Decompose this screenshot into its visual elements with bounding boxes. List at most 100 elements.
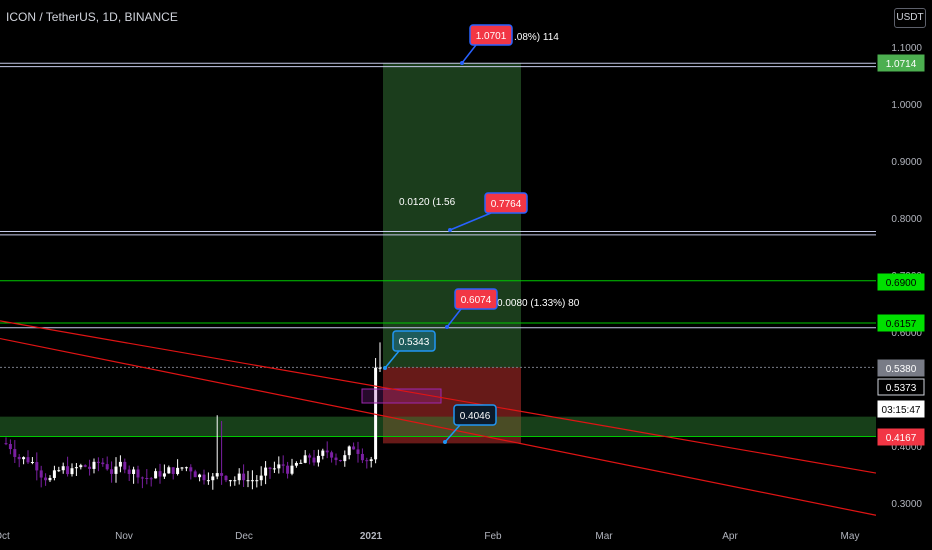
candle-body-8	[39, 470, 43, 478]
y-tick-label-5: 0.6000	[891, 328, 922, 339]
candle-body-19	[88, 466, 92, 469]
candle-body-61	[272, 468, 276, 470]
callout-label-2: 0.6074	[461, 295, 492, 306]
y-tick-label-7: 0.4000	[891, 442, 922, 453]
x-tick-label-0: Oct	[0, 531, 10, 542]
callout-pointer-3	[384, 350, 400, 369]
candle-body-79	[352, 446, 356, 450]
candle-body-44	[198, 474, 202, 478]
y-tick-label-1: 1.0000	[891, 100, 922, 111]
candle-body-5	[26, 457, 30, 463]
candle-body-63	[281, 464, 285, 466]
callout-box-1	[484, 192, 528, 214]
candle-body-52	[233, 480, 237, 482]
callout-pointer-4	[444, 424, 461, 443]
candle-body-40	[180, 467, 184, 469]
candle-body-75	[334, 457, 338, 461]
candle-body-77	[343, 455, 347, 462]
trendline-1	[0, 337, 877, 516]
price-level-label-1: 0.6900	[886, 278, 917, 289]
callout-label-1: 0.7764	[491, 199, 522, 210]
candle-body-80	[356, 449, 360, 454]
time-axis-panel	[0, 522, 876, 550]
candle-body-50	[224, 475, 228, 481]
candle-body-17	[79, 465, 83, 468]
candle-body-10	[48, 477, 52, 481]
candle-body-1	[8, 443, 12, 450]
candle-body-15	[70, 468, 74, 475]
price-level-label-6: 0.4167	[886, 433, 917, 444]
candle-body-18	[83, 465, 87, 467]
callout-label-3: 0.5343	[399, 337, 430, 348]
candle-body-73	[325, 450, 329, 453]
candle-body-49	[220, 473, 224, 476]
candle-body-64	[286, 465, 290, 474]
candle-body-2	[13, 449, 17, 457]
candle-body-72	[321, 450, 325, 456]
price-level-badge-4	[877, 378, 925, 396]
candle-body-54	[242, 473, 246, 481]
candle-body-3	[17, 456, 21, 460]
candle-body-32	[145, 477, 149, 479]
y-tick-label-2: 0.9000	[891, 157, 922, 168]
candle-body-16	[74, 467, 78, 469]
candle-body-35	[158, 471, 162, 477]
candle-body-21	[96, 461, 100, 463]
candle-body-12	[57, 470, 61, 472]
candle-body-84	[374, 367, 378, 460]
candle-body-70	[312, 457, 316, 463]
x-tick-label-3: 2021	[360, 531, 383, 542]
price-level-badge-2	[877, 314, 925, 332]
candle-body-34	[154, 471, 158, 479]
candle-body-76	[338, 460, 342, 462]
candle-body-28	[127, 469, 131, 474]
candle-body-26	[118, 461, 122, 467]
profit-zone	[383, 63, 521, 368]
annotation-1: 0.0120 (1.56	[399, 197, 456, 208]
range-box	[361, 388, 442, 404]
candle-body-20	[92, 461, 96, 469]
candle-body-68	[303, 455, 307, 463]
currency-badge[interactable]: USDT	[894, 8, 926, 28]
candle-body-39	[176, 467, 180, 474]
candle-body-22	[101, 462, 105, 465]
candle-body-9	[44, 477, 48, 481]
callout-box-2	[454, 288, 498, 310]
candle-body-74	[330, 452, 334, 458]
price-level-badge-3	[877, 359, 925, 377]
candle-body-41	[184, 467, 188, 469]
x-tick-label-1: Nov	[115, 531, 133, 542]
x-tick-label-5: Mar	[595, 531, 613, 542]
candle-body-13	[61, 466, 65, 471]
candle-body-42	[189, 467, 193, 472]
callout-anchor-2	[445, 325, 449, 329]
price-level-badge-5	[877, 400, 925, 418]
candle-body-43	[193, 471, 197, 478]
price-level-label-0: 1.0714	[886, 59, 917, 70]
candle-body-36	[162, 473, 166, 477]
candle-body-14	[66, 466, 70, 475]
callout-label-0: 1.0701	[476, 31, 507, 42]
symbol-title: ICON / TetherUS, 1D, BINANCE	[6, 10, 178, 24]
candle-body-46	[206, 480, 210, 482]
callout-anchor-1	[448, 228, 452, 232]
candle-body-0	[4, 443, 8, 445]
price-level-label-3: 0.5380	[886, 364, 917, 375]
callout-anchor-3	[383, 366, 387, 370]
candle-body-62	[277, 464, 281, 469]
candle-body-30	[136, 469, 140, 478]
candle-body-60	[268, 467, 272, 469]
callout-box-0	[469, 24, 513, 46]
y-tick-label-0: 1.1000	[891, 43, 922, 54]
candle-body-66	[294, 462, 298, 466]
candle-body-71	[316, 455, 320, 463]
candle-body-69	[308, 455, 312, 458]
x-tick-label-4: Feb	[484, 531, 502, 542]
annotation-2: 0.0080 (1.33%) 80	[497, 298, 580, 309]
trendline-0	[0, 320, 877, 474]
candle-body-33	[149, 478, 153, 480]
candle-body-47	[211, 476, 215, 481]
candle-body-11	[52, 470, 56, 478]
